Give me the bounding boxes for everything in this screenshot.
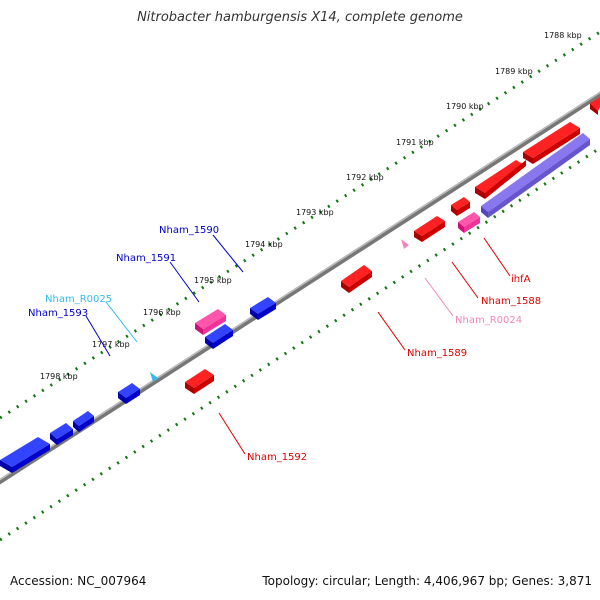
gene-label-nham-1593: Nham_1593 xyxy=(28,308,88,319)
kbp-tick-label: 1788 kbp xyxy=(544,31,582,40)
gene-label-ihfa: ihfA xyxy=(511,274,531,285)
gene-label-nham-1590: Nham_1590 xyxy=(159,225,219,236)
gene-ihfa[interactable] xyxy=(451,197,470,216)
kbp-tick-label: 1794 kbp xyxy=(245,240,283,249)
leader-line-nham-1589 xyxy=(377,311,406,351)
kbp-tick-label: 1792 kbp xyxy=(346,173,384,182)
gene-pink-lower[interactable] xyxy=(458,212,480,233)
kbp-tick-label: 1791 kbp xyxy=(396,138,434,147)
leader-line-ihfa xyxy=(483,237,511,277)
gene-pink-upper[interactable] xyxy=(195,309,226,335)
rna-marker-r0025[interactable] xyxy=(150,372,158,382)
gene-label-nham-1589: Nham_1589 xyxy=(407,348,467,359)
leader-line-nham-1592 xyxy=(218,412,246,455)
gene-nham-1593[interactable] xyxy=(118,383,140,404)
leader-line-nham-r0024 xyxy=(424,277,454,317)
leader-line-nham-r0025 xyxy=(105,301,138,343)
gene-reverse-1[interactable] xyxy=(475,160,526,199)
gene-purple[interactable] xyxy=(481,133,590,218)
gene-label-nham-1588: Nham_1588 xyxy=(481,296,541,307)
gene-nham-1592[interactable] xyxy=(185,369,214,394)
leader-line-nham-1591 xyxy=(169,261,200,303)
gene-nham-1591[interactable] xyxy=(205,324,233,349)
gene-label-nham-r0024: Nham_R0024 xyxy=(455,315,522,326)
genome-backbone xyxy=(0,91,600,485)
gene-forward-3[interactable] xyxy=(0,437,50,473)
gene-forward-1[interactable] xyxy=(73,411,94,432)
gene-label-nham-r0025: Nham_R0025 xyxy=(45,294,112,305)
kbp-tick-label: 1795 kbp xyxy=(194,276,232,285)
leader-line-nham-1593 xyxy=(85,315,111,357)
gene-reverse-3[interactable] xyxy=(590,97,600,115)
upper-tick-track xyxy=(0,30,600,420)
kbp-tick-label: 1790 kbp xyxy=(446,102,484,111)
lower-tick-track xyxy=(0,146,600,542)
kbp-tick-label: 1793 kbp xyxy=(296,208,334,217)
gene-reverse-2[interactable] xyxy=(523,122,580,164)
gene-nham-1589[interactable] xyxy=(341,265,372,293)
leader-line-nham-1590 xyxy=(212,234,244,273)
kbp-tick-label: 1797 kbp xyxy=(92,340,130,349)
page-title: Nitrobacter hamburgensis X14, complete g… xyxy=(137,10,463,25)
gene-label-nham-1591: Nham_1591 xyxy=(116,253,176,264)
gene-forward-2[interactable] xyxy=(50,423,73,445)
kbp-tick-label: 1796 kbp xyxy=(143,308,181,317)
leader-line-nham-1588 xyxy=(451,261,479,299)
gene-label-nham-1592: Nham_1592 xyxy=(247,452,307,463)
kbp-tick-label: 1789 kbp xyxy=(495,67,533,76)
genome-stats-text: Topology: circular; Length: 4,406,967 bp… xyxy=(262,574,592,588)
rna-marker-r0024[interactable] xyxy=(401,239,409,249)
kbp-tick-label: 1798 kbp xyxy=(40,372,78,381)
gene-nham-1588[interactable] xyxy=(414,216,445,242)
gene-nham-1590[interactable] xyxy=(250,297,276,320)
accession-text: Accession: NC_007964 xyxy=(10,574,147,588)
